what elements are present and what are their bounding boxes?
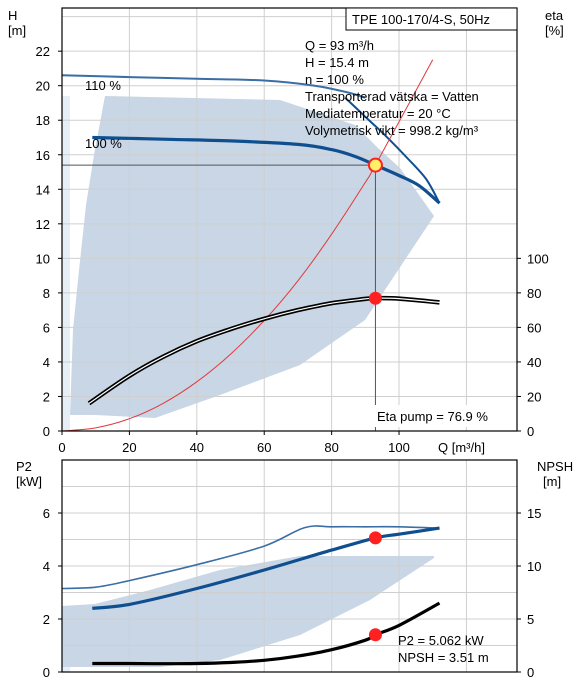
top-y-tick-label-left: 22	[36, 44, 50, 59]
series-label-110: 110 %	[85, 78, 121, 93]
info-line-density: Volymetrisk vikt = 998.2 kg/m³	[305, 123, 479, 138]
eta-label-bg	[372, 405, 503, 427]
top-y-tick-label-left: 18	[36, 113, 50, 128]
bottom-chart: 0 2 4 6 0 5 10 15 P2 [kW] NPSH [m] P2 = 5.062 …	[16, 459, 573, 680]
top-chart: 0 20 40 60 80 100 0 2 4 6 8 10 12 14 16 18 20 22 0 20 40 60…	[8, 7, 564, 455]
eta-pump-label: Eta pump = 76.9 %	[377, 409, 488, 424]
top-ylabel-right-line1: eta	[545, 8, 564, 23]
top-x-tick-label: 80	[324, 440, 338, 455]
bottom-y-tick-labels-right: 0 5 10 15	[517, 506, 541, 680]
top-y-tick-label-left: 4	[43, 355, 50, 370]
top-y-tick-label-left: 10	[36, 251, 50, 266]
bottom-ylabel-left-line2: [kW]	[16, 474, 42, 489]
system-curve	[61, 59, 434, 432]
top-x-tick-label: 0	[58, 440, 65, 455]
bottom-y-tick-label-right: 0	[527, 665, 534, 680]
power-curve-max	[61, 525, 440, 590]
info-line-temperature: Mediatemperatur = 20 °C	[305, 106, 451, 121]
top-y-tick-labels-right: 0 20 40 60 80 100	[517, 251, 549, 439]
top-x-tick-label: 20	[122, 440, 136, 455]
bottom-series	[61, 525, 441, 666]
top-x-tick-labels: 0 20 40 60 80 100	[58, 431, 410, 455]
bottom-plot-frame	[61, 459, 518, 673]
top-y-tick-label-right: 80	[527, 286, 541, 301]
chart-title-box	[345, 7, 518, 31]
series-label-100: 100 %	[85, 136, 122, 151]
top-y-tick-label-right: 20	[527, 389, 541, 404]
bottom-range-band	[62, 556, 434, 667]
info-line-h: H = 15.4 m	[305, 55, 369, 70]
info-line-n: n = 100 %	[305, 72, 364, 87]
top-x-tick-label: 60	[257, 440, 271, 455]
bottom-y-tick-label-left: 0	[43, 665, 50, 680]
top-y-tick-label-left: 2	[43, 389, 50, 404]
npsh-point-marker	[368, 628, 382, 642]
top-y-tick-labels-left: 0 2 4 6 8 10 12 14 16 18 20 22	[36, 44, 62, 439]
top-ylabel-right-line2: [%]	[545, 23, 564, 38]
top-series	[61, 59, 441, 432]
top-y-tick-label-right: 0	[527, 424, 534, 439]
top-y-tick-label-left: 0	[43, 424, 50, 439]
bottom-ylabel-right-line1: NPSH	[537, 459, 573, 474]
bottom-grid	[62, 460, 517, 672]
top-range-band	[70, 96, 434, 418]
duty-point-marker	[367, 157, 383, 173]
top-grid	[62, 8, 517, 431]
info-line-q: Q = 93 m³/h	[305, 38, 374, 53]
bottom-ylabel-right-line2: [m]	[543, 474, 561, 489]
top-y-tick-label-left: 6	[43, 320, 50, 335]
info-line-fluid: Transporterad vätska = Vatten	[305, 89, 479, 104]
head-curve-envelope	[344, 97, 441, 204]
bottom-y-tick-label-left: 4	[43, 559, 50, 574]
top-y-tick-label-left: 16	[36, 148, 50, 163]
bottom-y-tick-label-left: 6	[43, 506, 50, 521]
top-y-tick-label-right: 60	[527, 320, 541, 335]
top-y-tick-label-left: 14	[36, 182, 50, 197]
power-curve-100	[92, 526, 440, 610]
top-y-tick-label-left: 8	[43, 286, 50, 301]
top-x-tick-label: 40	[190, 440, 204, 455]
bottom-y-tick-label-right: 5	[527, 612, 534, 627]
top-x-tick-label: 100	[388, 440, 410, 455]
top-plot-frame	[61, 7, 518, 432]
bottom-y-tick-label-left: 2	[43, 612, 50, 627]
bottom-ylabel-left-line1: P2	[16, 459, 32, 474]
chart-title: TPE 100-170/4-S, 50Hz	[352, 12, 490, 27]
bottom-y-tick-label-right: 15	[527, 506, 541, 521]
top-y-tick-label-left: 12	[36, 217, 50, 232]
bottom-y-tick-labels-left: 0 2 4 6	[43, 506, 62, 680]
head-curve-110	[61, 74, 366, 99]
top-xlabel: Q [m³/h]	[438, 440, 485, 455]
info-line-p2: P2 = 5.062 kW	[398, 633, 484, 648]
top-y-tick-label-right: 40	[527, 355, 541, 370]
top-y-tick-label-right: 100	[527, 251, 549, 266]
top-y-tick-label-left: 20	[36, 79, 50, 94]
top-range-band-light	[62, 96, 70, 431]
efficiency-point-marker	[368, 291, 382, 305]
info-line-npsh: NPSH = 3.51 m	[398, 650, 489, 665]
top-ylabel-left-line2: [m]	[8, 23, 26, 38]
head-curve-100	[92, 135, 441, 205]
power-point-marker	[368, 531, 382, 545]
bottom-y-tick-label-right: 10	[527, 559, 541, 574]
top-ylabel-left-line1: H	[8, 8, 17, 23]
